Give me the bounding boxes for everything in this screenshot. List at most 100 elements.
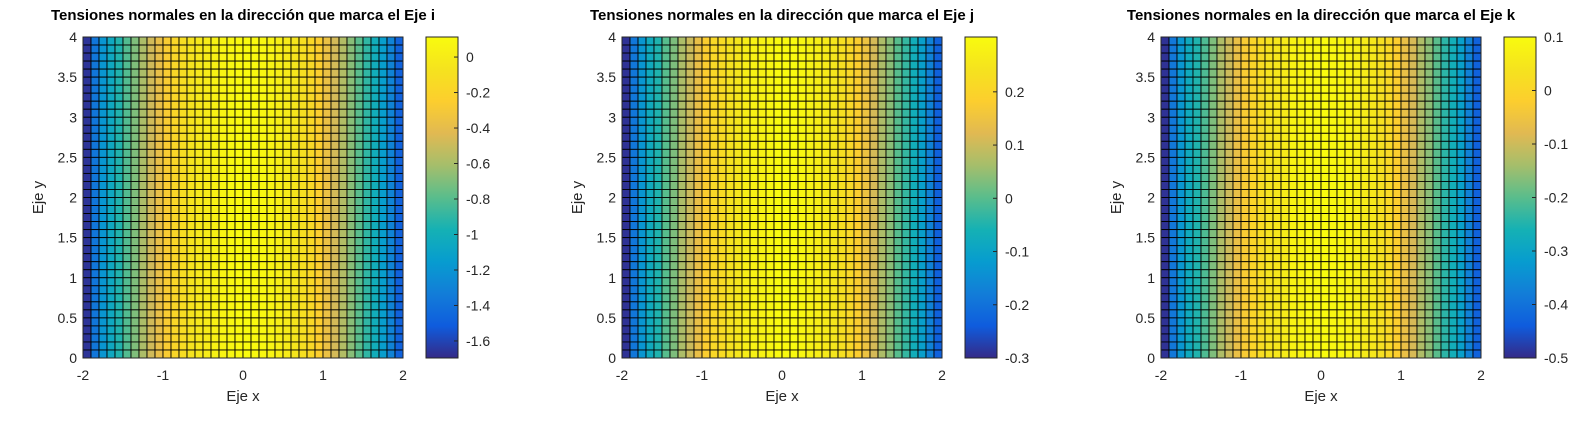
surface-cell — [370, 92, 380, 102]
surface-cell — [1440, 221, 1450, 231]
surface-cell — [330, 84, 340, 94]
surface-cell — [1384, 84, 1394, 94]
surface-cell — [1312, 60, 1322, 70]
surface-cell — [1304, 140, 1314, 150]
surface-cell — [1472, 52, 1482, 62]
surface-cell — [162, 221, 172, 231]
surface-cell — [781, 301, 791, 311]
surface-cell — [170, 301, 180, 311]
surface-cell — [146, 68, 156, 78]
surface-cell — [829, 164, 839, 174]
surface-cell — [250, 301, 260, 311]
surface-cell — [242, 52, 252, 62]
surface-cell — [394, 68, 404, 78]
surface-cell — [1336, 269, 1346, 279]
surface-cell — [701, 309, 711, 319]
surface-cell — [1464, 180, 1474, 190]
surface-cell — [1456, 60, 1466, 70]
surface-cell — [821, 116, 831, 126]
surface-cell — [621, 132, 631, 142]
surface-cell — [637, 116, 647, 126]
surface-cell — [1312, 349, 1322, 359]
surface-cell — [757, 84, 767, 94]
surface-cell — [362, 213, 372, 223]
surface-cell — [797, 333, 807, 343]
surface-cell — [781, 172, 791, 182]
surface-cell — [741, 84, 751, 94]
surface-cell — [1256, 124, 1266, 134]
surface-cell — [370, 100, 380, 110]
surface-cell — [258, 164, 268, 174]
surface-cell — [1352, 108, 1362, 118]
surface-cell — [653, 148, 663, 158]
surface-cell — [1168, 76, 1178, 86]
surface-cell — [362, 164, 372, 174]
surface-cell — [362, 221, 372, 231]
surface-cell — [298, 180, 308, 190]
colorbar — [1503, 36, 1537, 359]
surface-cell — [637, 237, 647, 247]
surface-cell — [1360, 341, 1370, 351]
surface-cell — [757, 100, 767, 110]
surface-cell — [829, 269, 839, 279]
surface-cell — [805, 116, 815, 126]
surface-cell — [1408, 245, 1418, 255]
surface-cell — [629, 60, 639, 70]
surface-cell — [274, 293, 284, 303]
surface-cell — [1224, 68, 1234, 78]
surface-cell — [725, 349, 735, 359]
surface-cell — [1248, 44, 1258, 54]
surface-cell — [869, 237, 879, 247]
surface-cell — [1232, 277, 1242, 287]
surface-cell — [909, 341, 919, 351]
surface-cell — [114, 92, 124, 102]
surface-cell — [226, 44, 236, 54]
surface-cell — [781, 124, 791, 134]
surface-cell — [717, 277, 727, 287]
surface-cell — [909, 245, 919, 255]
surface-cell — [757, 333, 767, 343]
surface-cell — [338, 269, 348, 279]
surface-cell — [733, 317, 743, 327]
surface-cell — [194, 189, 204, 198]
surface-cell — [677, 221, 687, 231]
surface-cell — [1264, 205, 1274, 214]
surface-cell — [234, 148, 244, 158]
surface-cell — [314, 293, 324, 303]
surface-cell — [821, 309, 831, 319]
surface-cell — [925, 180, 935, 190]
surface-cell — [226, 269, 236, 279]
surface-cell — [1392, 189, 1402, 198]
surface-cell — [1256, 237, 1266, 247]
surface-cell — [394, 92, 404, 102]
surface-cell — [805, 60, 815, 70]
surface-cell — [266, 124, 276, 134]
surface-cell — [893, 92, 903, 102]
y-tick-label: 4 — [69, 29, 77, 45]
surface-cell — [621, 309, 631, 319]
surface-cell — [1344, 172, 1354, 182]
surface-cell — [314, 44, 324, 54]
surface-cell — [741, 245, 751, 255]
surface-cell — [1248, 36, 1258, 46]
surface-cell — [1272, 325, 1282, 335]
surface-cells — [621, 36, 943, 359]
surface-cell — [306, 301, 316, 311]
surface-cell — [162, 52, 172, 62]
surface-cell — [250, 164, 260, 174]
surface-cell — [1424, 140, 1434, 150]
surface-cell — [757, 325, 767, 335]
surface-cell — [869, 148, 879, 158]
surface-cell — [1376, 164, 1386, 174]
surface-cell — [362, 116, 372, 126]
surface-cell — [170, 213, 180, 223]
surface-cell — [1376, 333, 1386, 343]
surface-cell — [242, 245, 252, 255]
surface-cell — [933, 237, 943, 247]
surface-cell — [797, 68, 807, 78]
surface-cell — [1440, 269, 1450, 279]
surface-cell — [1384, 100, 1394, 110]
surface-cell — [306, 197, 316, 206]
surface-cell — [298, 100, 308, 110]
surface-cell — [789, 180, 799, 190]
